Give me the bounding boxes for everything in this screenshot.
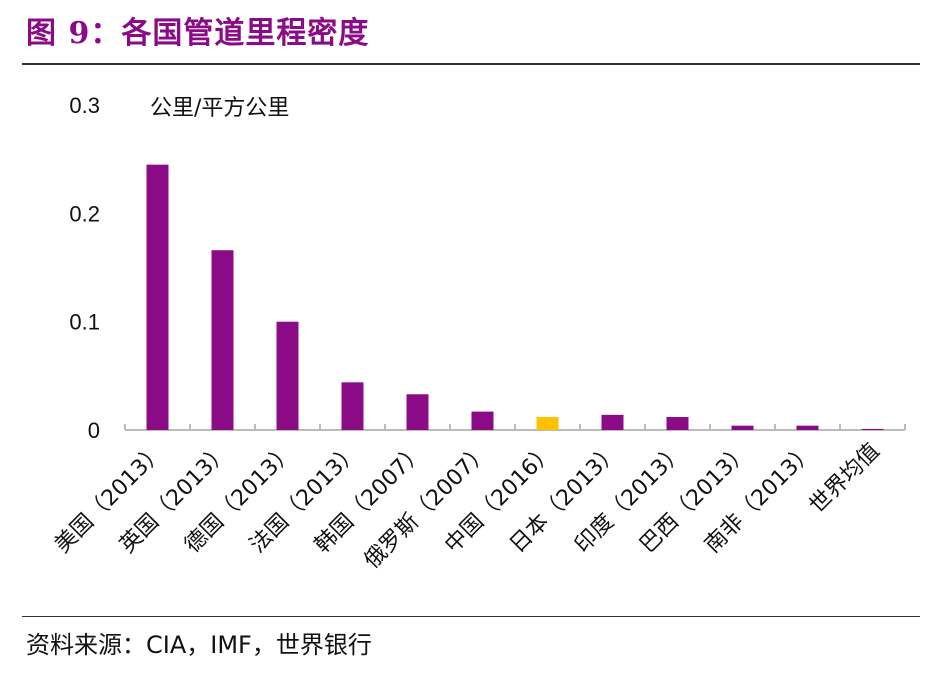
- x-tick-label: 世界均值: [805, 439, 885, 519]
- bar: [146, 164, 169, 431]
- source-note: 资料来源：CIA，IMF，世界银行: [26, 631, 372, 659]
- bar: [796, 425, 819, 430]
- bar: [536, 417, 559, 430]
- figure-title: 图 9：各国管道里程密度: [26, 16, 370, 51]
- y-tick-label: 0.2: [69, 201, 100, 226]
- bar: [211, 250, 234, 430]
- y-tick-label: 0: [88, 418, 100, 443]
- y-axis-unit-label: 公里/平方公里: [150, 96, 289, 121]
- bar: [276, 321, 299, 430]
- top-divider: [22, 63, 920, 65]
- bar: [861, 428, 884, 430]
- bottom-divider: [22, 616, 920, 617]
- bar: [406, 394, 429, 430]
- x-tick-label: 美国（2013）: [50, 439, 170, 559]
- bar: [471, 411, 494, 430]
- bar: [666, 417, 689, 430]
- y-tick-label: 0.3: [69, 93, 100, 118]
- bar: [341, 382, 364, 430]
- y-tick-label: 0.1: [69, 310, 100, 335]
- bar: [601, 414, 624, 430]
- bar: [731, 425, 754, 430]
